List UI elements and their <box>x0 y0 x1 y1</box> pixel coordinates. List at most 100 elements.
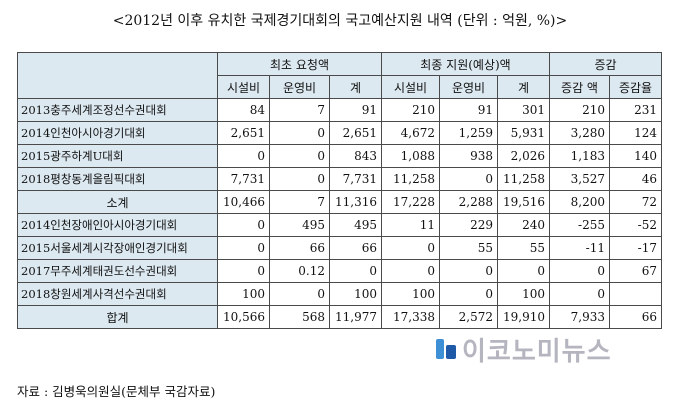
subheader-cell: 계 <box>497 75 550 99</box>
value-cell: 0 <box>269 167 330 191</box>
value-cell: 11,316 <box>329 190 382 214</box>
value-cell: -52 <box>609 213 662 237</box>
value-cell: 17,338 <box>381 305 440 329</box>
row-label: 2014인천장애인아시아경기대회 <box>17 213 218 237</box>
value-cell: 0.12 <box>269 259 330 283</box>
watermark-text: 이코노미뉴스 <box>462 336 612 367</box>
value-cell: 19,516 <box>497 190 550 214</box>
row-label: 합계 <box>17 305 218 329</box>
value-cell: 0 <box>381 259 440 283</box>
value-cell: 11,258 <box>381 167 440 191</box>
value-cell: -255 <box>549 213 610 237</box>
total-row: 합계 10,566 568 11,977 17,338 2,572 19,910 7,933 6… <box>17 305 662 329</box>
row-label: 2015서울세계시각장애인경기대회 <box>17 236 218 260</box>
header-empty-cell <box>17 52 218 99</box>
value-cell: 5,931 <box>497 121 550 145</box>
value-cell: 91 <box>329 98 382 122</box>
value-cell: 55 <box>439 236 498 260</box>
row-label: 2018평창동계올림픽대회 <box>17 167 218 191</box>
value-cell: 84 <box>217 98 270 122</box>
value-cell: 301 <box>497 98 550 122</box>
value-cell: 10,566 <box>217 305 270 329</box>
value-cell: 0 <box>269 121 330 145</box>
subheader-cell: 증감 액 <box>549 75 610 99</box>
value-cell: 55 <box>497 236 550 260</box>
value-cell: 0 <box>217 259 270 283</box>
value-cell: 0 <box>439 167 498 191</box>
value-cell: 0 <box>549 282 610 306</box>
value-cell: 0 <box>549 259 610 283</box>
watermark-logo-icon <box>434 337 458 361</box>
value-cell: 19,910 <box>497 305 550 329</box>
subheader-cell: 시설비 <box>381 75 440 99</box>
value-cell: 0 <box>329 259 382 283</box>
table-row: 2015광주하계U대회 0 0 843 1,088 938 2,026 1,183 140 <box>17 144 662 168</box>
value-cell: 3,527 <box>549 167 610 191</box>
watermark: 이코노미뉴스 <box>434 334 612 367</box>
value-cell: -11 <box>549 236 610 260</box>
value-cell: 2,572 <box>439 305 498 329</box>
value-cell: 11,977 <box>329 305 382 329</box>
value-cell: 938 <box>439 144 498 168</box>
subheader-cell: 시설비 <box>217 75 270 99</box>
row-label: 2018창원세계사격선수권대회 <box>17 282 218 306</box>
value-cell: 7,933 <box>549 305 610 329</box>
value-cell: 66 <box>329 236 382 260</box>
header-row-groups: 최초 요청액 최종 지원(예상)액 증감 <box>17 52 662 99</box>
subheader-cell: 증감율 <box>609 75 662 99</box>
value-cell: 0 <box>217 236 270 260</box>
value-cell: 7,731 <box>329 167 382 191</box>
subheader-cell: 운영비 <box>269 75 330 99</box>
value-cell: 67 <box>609 259 662 283</box>
table-row: 2014인천아시아경기대회 2,651 0 2,651 4,672 1,259 5,931 3… <box>17 121 662 145</box>
header-change: 증감 <box>549 52 662 76</box>
value-cell: 8,200 <box>549 190 610 214</box>
value-cell: 495 <box>269 213 330 237</box>
value-cell: 210 <box>549 98 610 122</box>
value-cell: 229 <box>439 213 498 237</box>
subheader-cell: 운영비 <box>439 75 498 99</box>
value-cell: 2,651 <box>217 121 270 145</box>
table-row: 2015서울세계시각장애인경기대회 0 66 66 0 55 55 -11 -17 <box>17 236 662 260</box>
value-cell: 2,288 <box>439 190 498 214</box>
row-label: 2013충주세계조정선수권대회 <box>17 98 218 122</box>
value-cell: 210 <box>381 98 440 122</box>
table-row: 2018창원세계사격선수권대회 100 0 100 100 0 100 0 <box>17 282 662 306</box>
value-cell: 11 <box>381 213 440 237</box>
value-cell: 140 <box>609 144 662 168</box>
value-cell: 10,466 <box>217 190 270 214</box>
table-row: 2014인천장애인아시아경기대회 0 495 495 11 229 240 -255 -52 <box>17 213 662 237</box>
source-note: 자료 : 김병욱의원실(문체부 국감자료) <box>17 384 216 399</box>
budget-table: 최초 요청액 최종 지원(예상)액 증감 시설비 운영비 계 시설비 운영비 계… <box>17 52 662 329</box>
value-cell: 0 <box>439 259 498 283</box>
row-label: 2015광주하계U대회 <box>17 144 218 168</box>
value-cell <box>609 282 662 306</box>
value-cell: 0 <box>497 259 550 283</box>
value-cell: 100 <box>329 282 382 306</box>
value-cell: 100 <box>497 282 550 306</box>
row-label: 2017무주세계태권도선수권대회 <box>17 259 218 283</box>
value-cell: 46 <box>609 167 662 191</box>
value-cell: 72 <box>609 190 662 214</box>
header-initial-request: 최초 요청액 <box>217 52 382 76</box>
value-cell: 0 <box>269 144 330 168</box>
value-cell: 100 <box>381 282 440 306</box>
value-cell: 568 <box>269 305 330 329</box>
value-cell: 3,280 <box>549 121 610 145</box>
subtotal-row: 소계 10,466 7 11,316 17,228 2,288 19,516 8,200 72 <box>17 190 662 214</box>
subheader-cell: 계 <box>329 75 382 99</box>
header-row-sub: 시설비 운영비 계 시설비 운영비 계 증감 액 증감율 <box>18 75 662 99</box>
table-row: 2013충주세계조정선수권대회 84 7 91 210 91 301 210 231 <box>17 98 662 122</box>
value-cell: 1,183 <box>549 144 610 168</box>
value-cell: 240 <box>497 213 550 237</box>
value-cell: 0 <box>217 213 270 237</box>
value-cell: 91 <box>439 98 498 122</box>
value-cell: 4,672 <box>381 121 440 145</box>
value-cell: 7,731 <box>217 167 270 191</box>
value-cell: 1,259 <box>439 121 498 145</box>
value-cell: 495 <box>329 213 382 237</box>
value-cell: 11,258 <box>497 167 550 191</box>
value-cell: 0 <box>381 236 440 260</box>
value-cell: 7 <box>269 98 330 122</box>
value-cell: 0 <box>439 282 498 306</box>
